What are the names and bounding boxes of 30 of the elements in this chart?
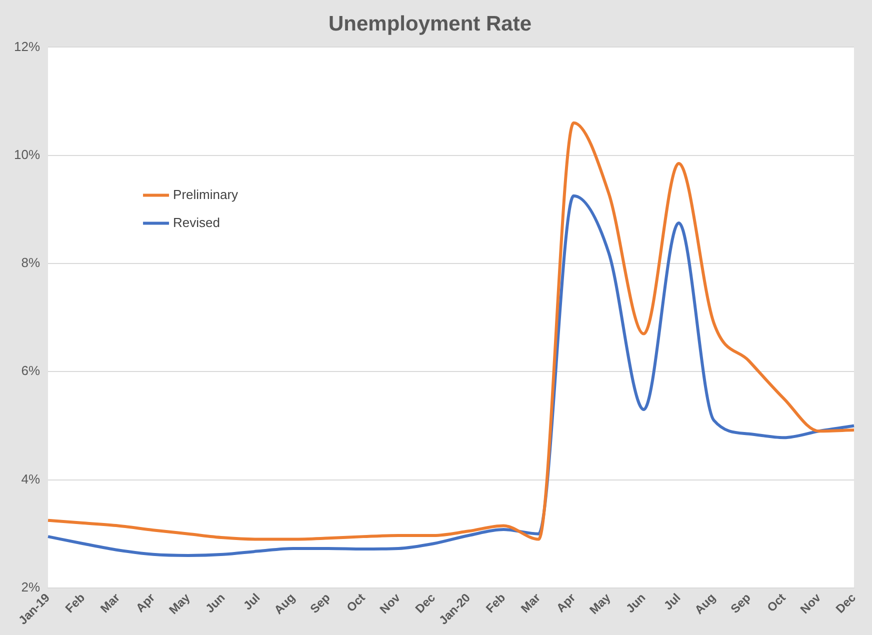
x-tick-label: Oct bbox=[764, 590, 788, 615]
x-tick-label: Sep bbox=[307, 590, 333, 616]
x-tick-label: Feb bbox=[483, 590, 508, 616]
x-tick-label: Apr bbox=[133, 590, 158, 616]
x-tick-label: Nov bbox=[797, 590, 824, 617]
y-tick-label: 8% bbox=[21, 255, 40, 270]
x-tick-label: Aug bbox=[271, 590, 298, 617]
chart-title: Unemployment Rate bbox=[328, 12, 532, 36]
x-tick-label: Jul bbox=[240, 590, 263, 613]
x-tick-label: Dec bbox=[412, 590, 438, 616]
y-tick-label: 10% bbox=[14, 146, 40, 162]
x-tick-label: Mar bbox=[98, 590, 123, 616]
legend-label: Preliminary bbox=[173, 186, 239, 202]
x-tick-label: Oct bbox=[344, 590, 368, 615]
y-tick-label: 4% bbox=[21, 471, 40, 486]
x-tick-label: Jun bbox=[623, 590, 648, 616]
x-tick-label: Dec bbox=[832, 590, 859, 616]
x-tick-label: Jul bbox=[661, 590, 684, 613]
x-tick-label: Jun bbox=[202, 590, 228, 616]
y-tick-label: 2% bbox=[21, 580, 40, 595]
x-tick-label: Aug bbox=[692, 590, 718, 617]
x-tick-label: Feb bbox=[62, 590, 88, 616]
legend-label: Revised bbox=[173, 214, 220, 230]
x-tick-label: Mar bbox=[518, 590, 544, 616]
line-series bbox=[46, 121, 856, 541]
x-tick-label: Apr bbox=[554, 590, 578, 616]
x-tick-label: Sep bbox=[728, 590, 754, 616]
y-tick-label: 6% bbox=[21, 363, 40, 378]
y-tick-label: 12% bbox=[14, 38, 40, 54]
x-tick-label: Nov bbox=[376, 590, 404, 617]
